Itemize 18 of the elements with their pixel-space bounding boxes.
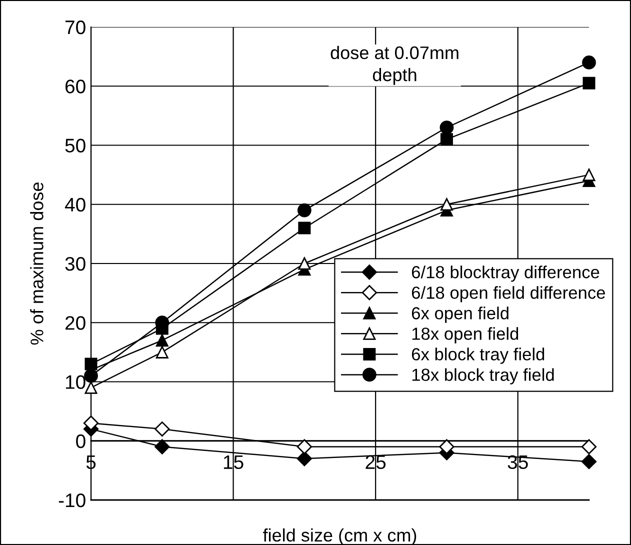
x-axis-title: field size (cm x cm) [263, 528, 416, 545]
legend-label: 6x open field [412, 306, 508, 323]
legend-label: 6/18 open field difference [412, 286, 605, 302]
legend-label: 6/18 blocktray difference [412, 266, 600, 282]
y-tick-label: 0 [76, 434, 86, 448]
y-tick-label: 20 [65, 316, 86, 330]
annotation: dose at 0.07mm depth [330, 46, 458, 85]
y-tick-label: 60 [66, 80, 86, 94]
y-tick-label: 70 [66, 20, 86, 34]
y-axis-title: % of maximum dose [30, 182, 44, 345]
y-tick-label: 10 [66, 375, 86, 389]
legend-label: 18x block tray field [412, 368, 554, 384]
y-tick-label: -10 [58, 493, 86, 508]
y-tick-label: 50 [65, 138, 86, 152]
y-tick-label: 30 [65, 256, 86, 271]
legend-label: 6x block tray field [412, 348, 544, 364]
legend-label: 18x open field [412, 327, 518, 344]
y-tick-label: 40 [64, 198, 86, 212]
